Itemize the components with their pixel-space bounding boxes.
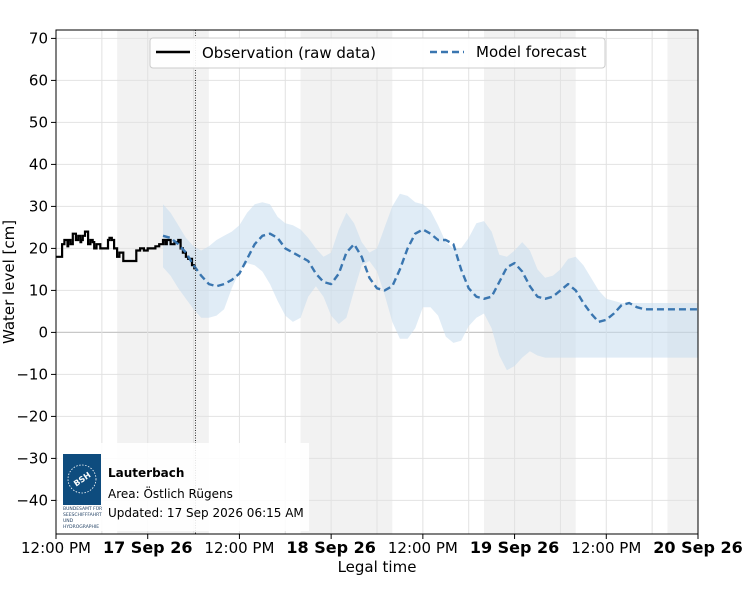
logo-block <box>63 454 101 505</box>
y-tick-label-3: −10 <box>16 365 48 383</box>
station-info-box: BSH BUNDESAMT FÜR SEESCHIFFFAHRT UND HYD… <box>58 443 309 531</box>
plot-frame <box>55 29 699 535</box>
x-tick-label-3: 18 Sep 26 <box>286 538 376 557</box>
x-axis-label: Legal time <box>338 558 417 576</box>
forecast-band-area <box>163 193 698 371</box>
updated-timestamp: Updated: 17 Sep 2026 06:15 AM <box>108 506 304 520</box>
x-tick-label-4: 12:00 PM <box>388 539 458 557</box>
forecast-line <box>162 228 698 324</box>
station-area: Area: Östlich Rügens <box>108 485 233 501</box>
y-tick-label-5: 10 <box>29 281 48 299</box>
y-tick-label-11: 70 <box>29 29 48 47</box>
night-band-3 <box>667 30 698 534</box>
x-tick-label-7: 20 Sep 26 <box>653 538 743 557</box>
bsh-logo: BSH BUNDESAMT FÜR SEESCHIFFFAHRT UND HYD… <box>63 454 102 530</box>
legend-frame <box>149 37 606 69</box>
y-tick-label-0: −40 <box>16 491 48 509</box>
y-tick-label-10: 60 <box>29 71 48 89</box>
legend-observation-label: Observation (raw data) <box>202 44 376 62</box>
observation-line <box>56 230 196 270</box>
axes <box>55 29 699 535</box>
x-tick-labels: 12:00 PM 17 Sep 26 12:00 PM 18 Sep 26 12:00 … <box>21 534 743 557</box>
x-tick-label-0: 12:00 PM <box>21 539 91 557</box>
legend: Observation (raw data) Model forecast <box>149 37 606 69</box>
y-tick-label-6: 20 <box>29 239 48 257</box>
station-name: Lauterbach <box>108 466 184 480</box>
x-tick-label-2: 12:00 PM <box>204 539 274 557</box>
x-tick-label-1: 17 Sep 26 <box>103 538 193 557</box>
y-tick-labels: −40 −30 −20 −10 0 10 20 30 40 50 60 70 <box>16 29 56 509</box>
logo-caption-2: SEESCHIFFFAHRT <box>63 512 102 518</box>
logo-caption-3: UND <box>63 518 74 524</box>
logo-caption-4: HYDROGRAPHIE <box>63 524 99 530</box>
legend-forecast-label: Model forecast <box>476 43 587 61</box>
x-tick-label-5: 19 Sep 26 <box>470 538 560 557</box>
logo-ring-icon <box>67 464 97 494</box>
y-tick-label-2: −20 <box>16 407 48 425</box>
y-tick-label-4: 0 <box>38 323 48 341</box>
x-tick-label-6: 12:00 PM <box>571 539 641 557</box>
y-tick-label-1: −30 <box>16 449 48 467</box>
y-tick-label-7: 30 <box>29 197 48 215</box>
y-tick-label-9: 50 <box>29 113 48 131</box>
logo-caption-1: BUNDESAMT FÜR <box>63 505 102 512</box>
y-tick-label-8: 40 <box>29 155 48 173</box>
y-axis-label: Water level [cm] <box>0 220 18 344</box>
forecast-uncertainty-band <box>163 193 698 371</box>
